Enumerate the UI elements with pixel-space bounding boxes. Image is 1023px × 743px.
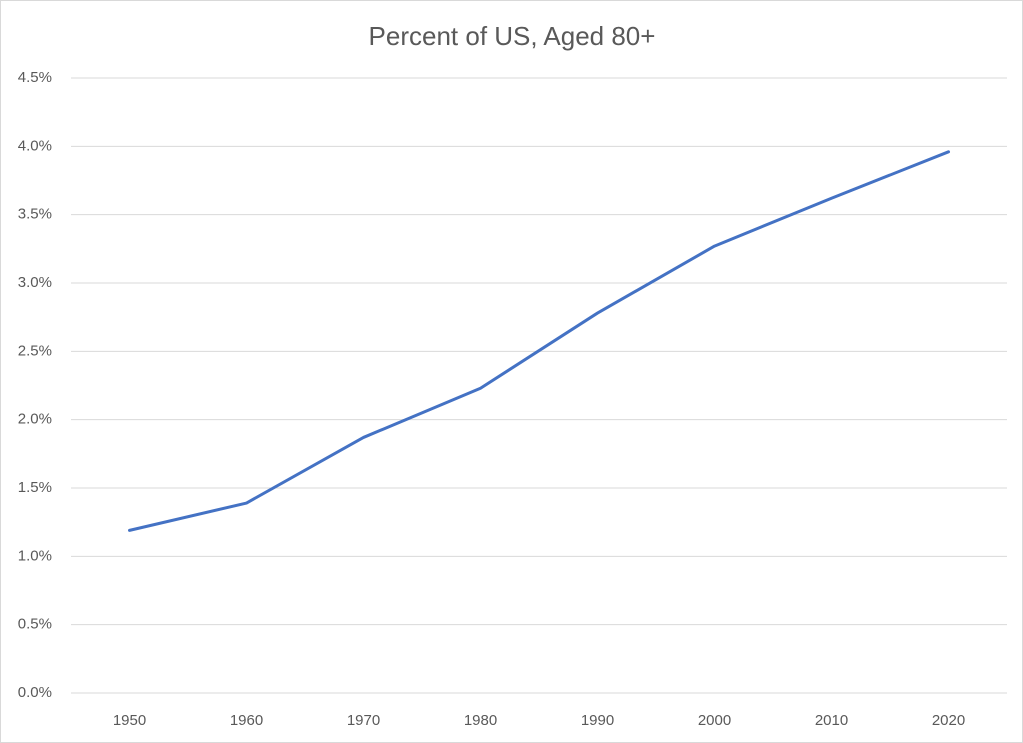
y-tick-label: 2.0% xyxy=(18,411,52,428)
x-tick-label: 2010 xyxy=(815,712,848,729)
y-tick-label: 1.0% xyxy=(18,547,52,564)
y-tick-label: 2.5% xyxy=(18,342,52,359)
x-tick-label: 1960 xyxy=(230,712,263,729)
x-tick-label: 1970 xyxy=(347,712,380,729)
x-tick-label: 2000 xyxy=(698,712,731,729)
y-tick-label: 3.5% xyxy=(18,206,52,223)
data-line xyxy=(128,150,950,532)
x-tick-label: 1980 xyxy=(464,712,497,729)
y-tick-label: 4.0% xyxy=(18,137,52,154)
y-tick-label: 0.0% xyxy=(18,684,52,701)
x-tick-label: 1990 xyxy=(581,712,614,729)
y-tick-label: 1.5% xyxy=(18,479,52,496)
x-tick-label: 2020 xyxy=(932,712,965,729)
y-tick-label: 3.0% xyxy=(18,274,52,291)
y-tick-label: 4.5% xyxy=(18,69,52,86)
chart-title: Percent of US, Aged 80+ xyxy=(369,21,656,51)
y-tick-label: 0.5% xyxy=(18,616,52,633)
x-tick-label: 1950 xyxy=(113,712,146,729)
